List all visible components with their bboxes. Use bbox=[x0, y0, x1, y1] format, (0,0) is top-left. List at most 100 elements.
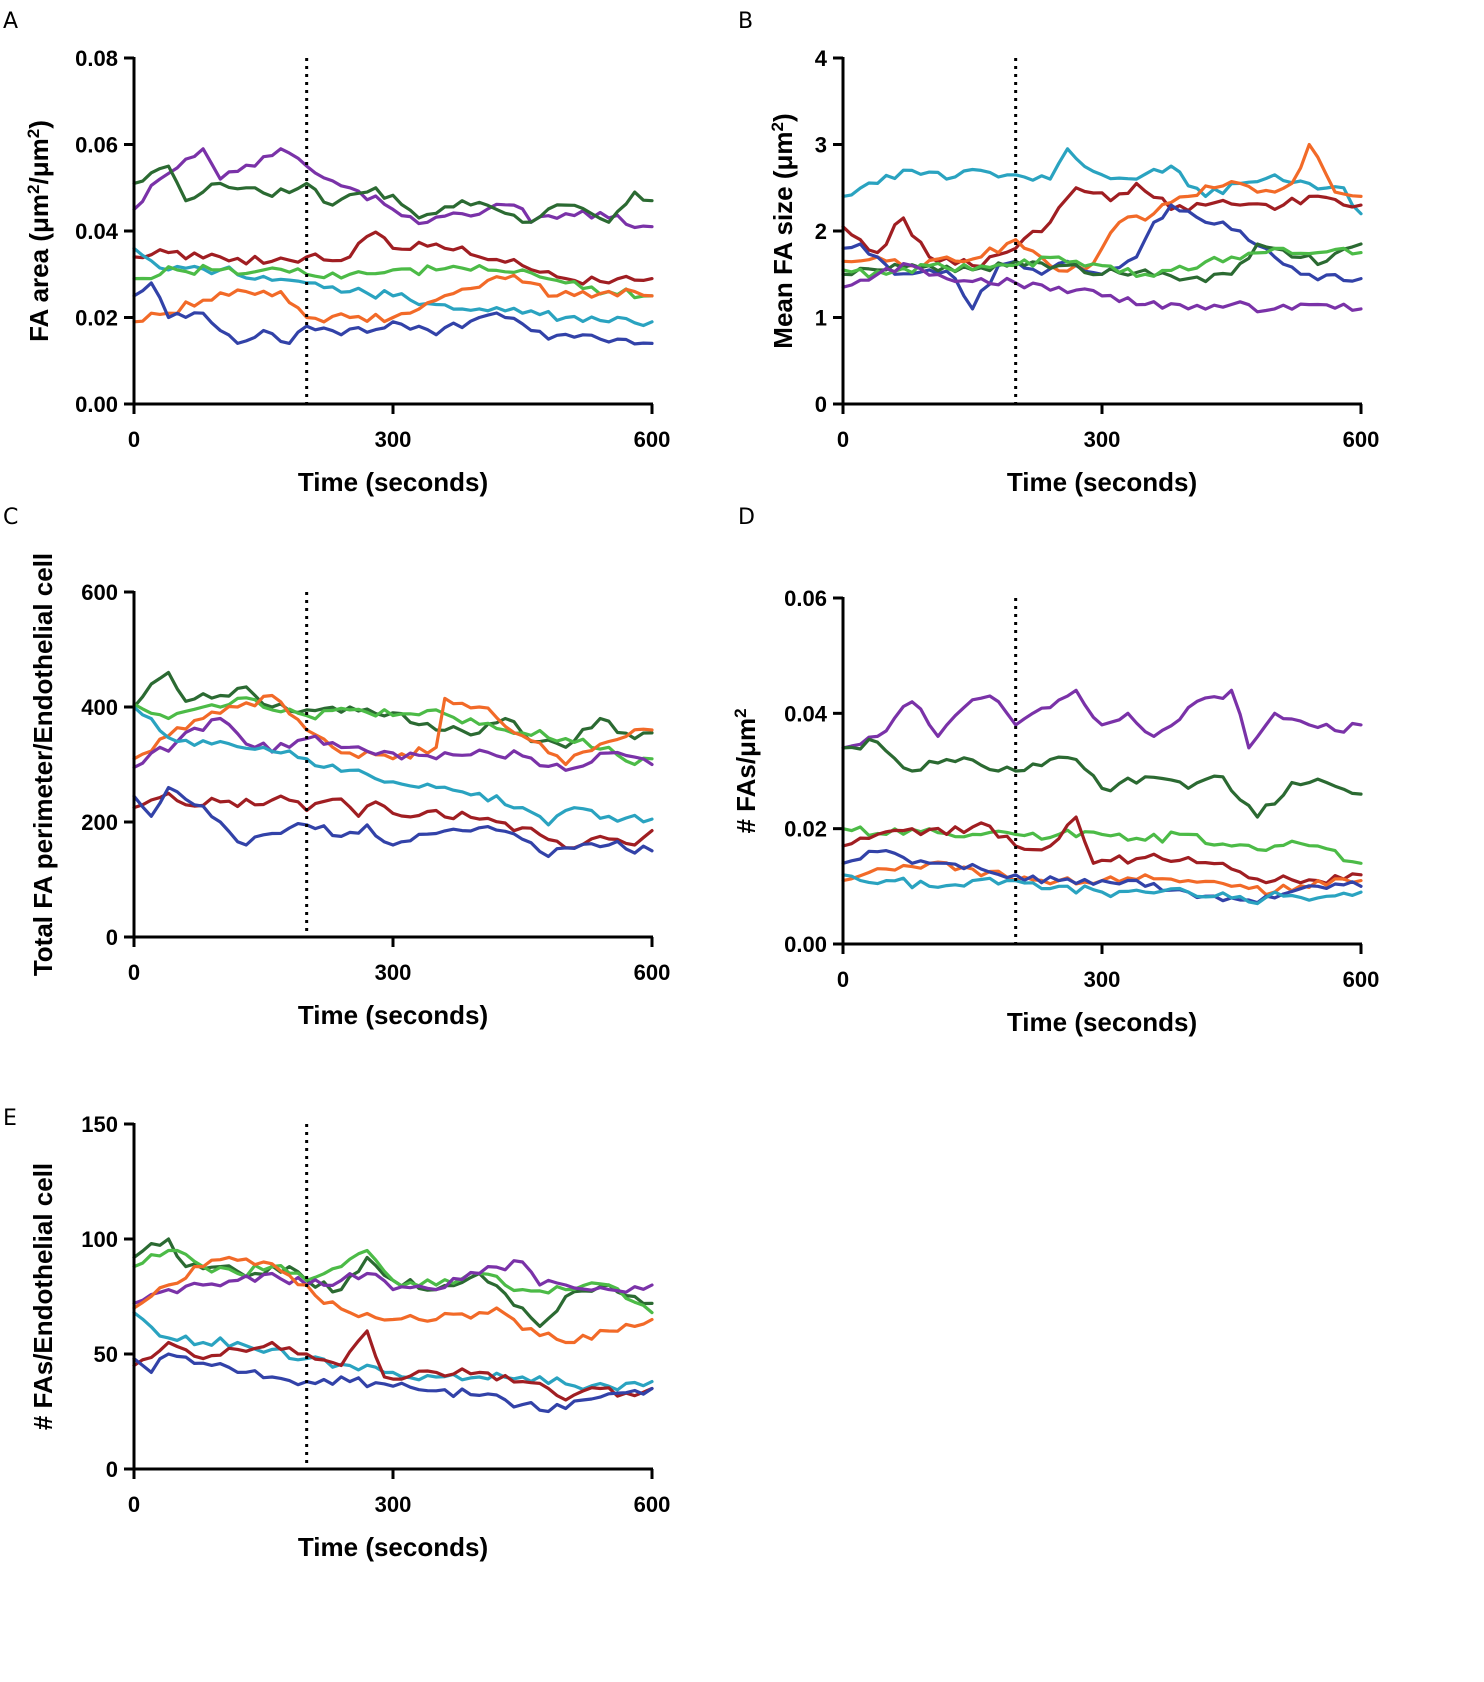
x-axis-title: Time (seconds) bbox=[1007, 1007, 1197, 1037]
series-line-light-green bbox=[841, 246, 1363, 279]
y-tick-label: 600 bbox=[81, 580, 118, 605]
series-line-cyan bbox=[132, 246, 654, 328]
series-line-blue bbox=[132, 785, 654, 859]
panel-d: D 0.00 0.02 0.04 0.06 0 300 600 Time (seconds) # … bbox=[731, 505, 1380, 1037]
panel-letter: E bbox=[3, 1106, 17, 1131]
x-tick-label: 600 bbox=[634, 960, 671, 985]
series-line-purple bbox=[132, 1259, 654, 1306]
x-tick-label: 600 bbox=[1343, 427, 1380, 452]
series-line-blue bbox=[132, 281, 654, 346]
y-tick-label: 0 bbox=[106, 1457, 118, 1482]
series-line-dark-red bbox=[132, 230, 654, 286]
y-axis-title: Mean FA size (μm2) bbox=[768, 113, 799, 348]
y-tick-label: 4 bbox=[815, 46, 828, 71]
series-line-purple bbox=[841, 262, 1363, 314]
x-tick-label: 0 bbox=[837, 967, 849, 992]
panel-letter: A bbox=[3, 9, 18, 34]
x-axis-title: Time (seconds) bbox=[298, 1532, 488, 1562]
y-tick-label: 3 bbox=[815, 133, 827, 158]
series-line-light-green bbox=[132, 696, 654, 767]
y-axis-title-part: / bbox=[24, 177, 54, 184]
x-tick-label: 0 bbox=[128, 1492, 140, 1517]
x-tick-label: 300 bbox=[1084, 427, 1121, 452]
y-tick-label: 0.02 bbox=[784, 817, 827, 842]
series-line-orange bbox=[841, 142, 1363, 273]
series-line-dark-green bbox=[132, 164, 654, 224]
x-tick-label: 300 bbox=[375, 1492, 412, 1517]
y-tick-label: 200 bbox=[81, 810, 118, 835]
series-line-dark-red bbox=[841, 181, 1363, 269]
x-axis-title: Time (seconds) bbox=[298, 1000, 488, 1030]
y-axis-title-part: FA area ( bbox=[24, 233, 54, 342]
x-tick-label: 600 bbox=[634, 1492, 671, 1517]
x-axis-title: Time (seconds) bbox=[298, 467, 488, 497]
series-line-dark-red bbox=[132, 1329, 654, 1402]
series-line-blue bbox=[132, 1352, 654, 1414]
x-tick-label: 600 bbox=[634, 427, 671, 452]
series-line-dark-green bbox=[132, 670, 654, 749]
panel-letter: D bbox=[738, 505, 755, 530]
y-axis-title-part: Total FA perimeter/Endothelial cell bbox=[28, 553, 58, 976]
y-tick-label: 0 bbox=[815, 392, 827, 417]
x-axis-title: Time (seconds) bbox=[1007, 467, 1197, 497]
y-tick-label: 100 bbox=[81, 1227, 118, 1252]
x-tick-label: 300 bbox=[375, 427, 412, 452]
series-line-cyan bbox=[841, 873, 1363, 906]
series-line-light-green bbox=[841, 825, 1363, 865]
series-line-cyan bbox=[132, 1310, 654, 1392]
y-axis-title-superscript: 2 bbox=[24, 185, 43, 194]
y-axis-title-part: ) bbox=[768, 113, 798, 122]
x-tick-label: 0 bbox=[128, 427, 140, 452]
series-line-orange bbox=[132, 693, 654, 767]
y-tick-label: 0.04 bbox=[784, 701, 828, 726]
x-tick-label: 0 bbox=[128, 960, 140, 985]
y-axis-title: # FAs/Endothelial cell bbox=[28, 1163, 58, 1430]
series-line-purple bbox=[132, 716, 654, 772]
series-line-dark-red bbox=[132, 791, 654, 850]
y-tick-label: 0.02 bbox=[75, 306, 118, 331]
y-axis-title-part: # FAs/ bbox=[731, 757, 761, 834]
y-axis-title: # FAs/μm2 bbox=[731, 708, 762, 833]
y-axis-title-superscript: 2 bbox=[768, 122, 787, 131]
series-line-orange bbox=[841, 860, 1363, 897]
series-line-orange bbox=[132, 273, 654, 324]
y-axis-title: Total FA perimeter/Endothelial cell bbox=[28, 553, 58, 976]
series-line-orange bbox=[132, 1255, 654, 1345]
y-axis-title-part: ) bbox=[24, 120, 54, 129]
y-axis-title: FA area (μm2/μm2) bbox=[24, 120, 55, 342]
series-line-purple bbox=[132, 147, 654, 230]
y-axis-title-part: # FAs/Endothelial cell bbox=[28, 1163, 58, 1430]
y-tick-label: 0.00 bbox=[75, 392, 118, 417]
y-tick-label: 0.06 bbox=[784, 586, 827, 611]
series-line-light-green bbox=[132, 263, 654, 300]
series-line-dark-green bbox=[841, 737, 1363, 819]
panel-letter: B bbox=[738, 9, 753, 34]
series-line-dark-red bbox=[841, 815, 1363, 885]
y-tick-label: 0 bbox=[106, 925, 118, 950]
series-line-light-green bbox=[132, 1248, 654, 1315]
panel-letter: C bbox=[3, 505, 18, 530]
x-tick-label: 300 bbox=[375, 960, 412, 985]
y-axis-title-part: Mean FA size ( bbox=[768, 170, 798, 349]
panel-c: C 0 200 400 600 0 300 600 Time (seconds) Total FA… bbox=[3, 505, 670, 1030]
x-tick-label: 0 bbox=[837, 427, 849, 452]
y-axis-title-superscript: 2 bbox=[731, 708, 750, 717]
series-line-blue bbox=[841, 848, 1363, 905]
y-axis-title-part: μm bbox=[24, 194, 54, 233]
y-tick-label: 50 bbox=[94, 1342, 118, 1367]
series-line-purple bbox=[841, 688, 1363, 750]
series-line-cyan bbox=[841, 147, 1363, 216]
panel-b: B 0 1 2 3 4 0 300 600 Time (seconds) Mean FA size … bbox=[738, 9, 1379, 497]
y-tick-label: 2 bbox=[815, 219, 827, 244]
y-tick-label: 150 bbox=[81, 1112, 118, 1137]
y-axis-title-part: μm bbox=[768, 131, 798, 170]
y-axis-title-superscript: 2 bbox=[24, 129, 43, 138]
y-axis-title-part: μm bbox=[731, 718, 761, 757]
y-tick-label: 0.06 bbox=[75, 133, 118, 158]
panel-a: A 0.00 0.02 0.04 0.06 0.08 0 300 600 Time (second… bbox=[3, 9, 670, 497]
series-line-cyan bbox=[132, 705, 654, 827]
y-tick-label: 0.08 bbox=[75, 46, 118, 71]
y-tick-label: 0.00 bbox=[784, 932, 827, 957]
x-tick-label: 300 bbox=[1084, 967, 1121, 992]
